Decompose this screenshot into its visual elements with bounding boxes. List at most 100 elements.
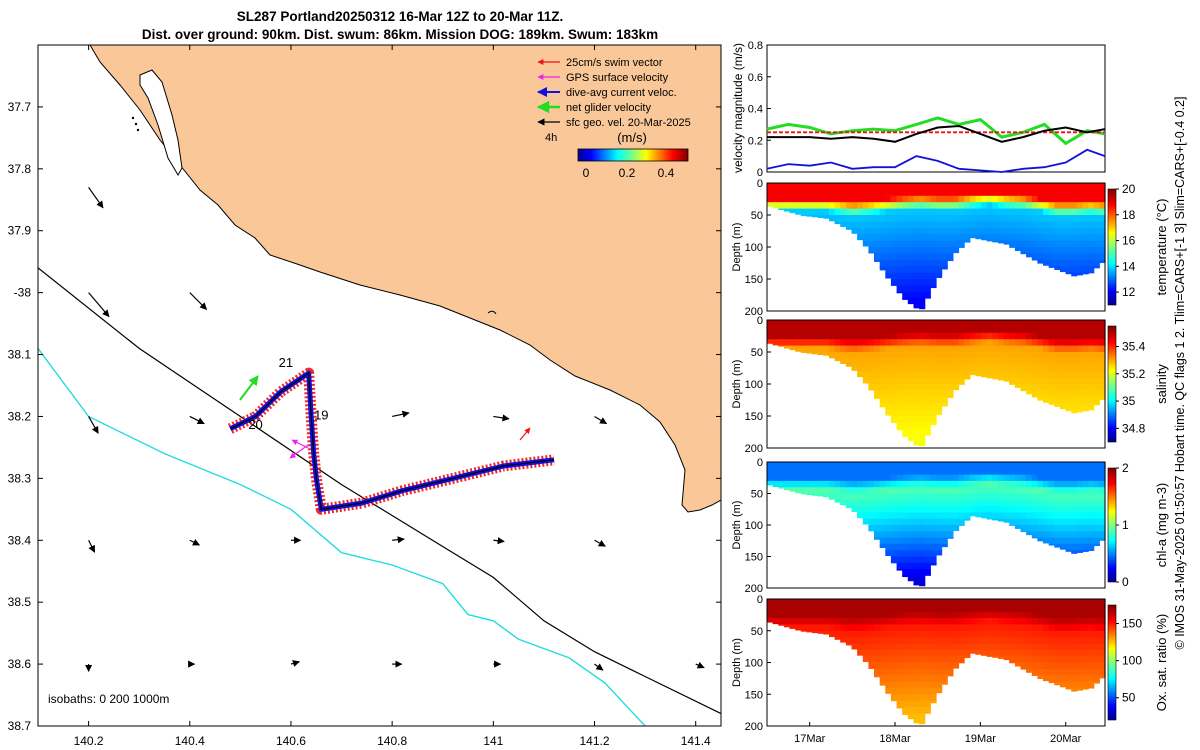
section-cell	[1003, 474, 1010, 482]
section-cell	[874, 512, 881, 520]
section-cell	[1076, 618, 1083, 625]
section-cell	[907, 713, 914, 720]
section-cell	[1043, 396, 1050, 403]
section-cell	[1099, 518, 1106, 526]
section-cell	[902, 624, 909, 632]
section-cell	[874, 247, 881, 254]
section-cell	[919, 396, 926, 404]
section-cell	[1088, 512, 1095, 520]
colorbar-tick-label: 34.8	[1122, 421, 1146, 435]
section-cell	[930, 208, 937, 216]
section-cell	[1043, 525, 1050, 532]
section-cell	[1065, 687, 1072, 690]
section-cell	[795, 599, 802, 606]
section-cell	[1054, 506, 1061, 513]
section-cell	[1031, 518, 1038, 526]
section-cell	[795, 474, 802, 482]
section-cell	[1048, 531, 1055, 539]
section-cell	[817, 630, 824, 634]
section-cell	[857, 352, 864, 359]
section-cell	[930, 506, 937, 513]
section-cell	[902, 512, 909, 520]
section-cell	[941, 649, 948, 657]
section-cell	[1088, 468, 1095, 476]
section-cell	[1054, 468, 1061, 476]
section-cell	[930, 253, 937, 261]
section-cell	[1065, 637, 1072, 645]
section-cell	[885, 253, 892, 261]
section-cell	[919, 435, 926, 443]
section-cell	[795, 468, 802, 476]
section-cell	[1059, 371, 1067, 379]
section-cell	[1048, 462, 1055, 469]
section-cell	[862, 377, 869, 384]
section-cell	[851, 221, 858, 229]
section-cell	[986, 649, 993, 657]
section-cell	[1088, 320, 1095, 327]
section-cell	[936, 234, 943, 242]
section-cell	[851, 202, 858, 210]
section-cell	[896, 291, 903, 294]
section-cell	[1026, 525, 1033, 532]
section-cell	[947, 358, 954, 366]
section-cell	[862, 499, 869, 507]
section-cell	[941, 474, 948, 482]
section-cell	[1071, 493, 1078, 501]
section-cell	[1020, 240, 1027, 248]
section-cell	[986, 611, 993, 619]
section-cell	[1031, 487, 1038, 495]
section-cell	[1093, 227, 1100, 235]
section-cell	[1043, 189, 1050, 197]
section-cell	[772, 326, 779, 334]
section-cell	[834, 189, 841, 197]
section-cell	[1076, 462, 1083, 469]
section-cell	[1009, 352, 1016, 359]
section-cell	[969, 630, 976, 638]
section-cell	[907, 189, 914, 197]
section-cell	[879, 512, 886, 520]
section-x-tick-label: 17Mar	[794, 733, 826, 745]
section-cell	[896, 512, 903, 520]
day-label: 20	[248, 417, 262, 432]
section-cell	[930, 377, 937, 385]
section-cell	[783, 624, 791, 628]
section-cell	[890, 339, 898, 347]
section-cell	[1048, 326, 1055, 334]
section-cell	[1059, 339, 1067, 347]
section-cell	[1037, 649, 1044, 657]
section-cell	[1026, 487, 1033, 495]
section-cell	[902, 403, 909, 411]
section-cell	[1031, 474, 1038, 482]
section-cell	[806, 624, 813, 632]
section-cell	[907, 694, 914, 702]
section-cell	[1099, 462, 1106, 469]
section-cell	[975, 339, 982, 347]
section-cell	[1043, 518, 1050, 526]
section-cell	[1088, 259, 1095, 267]
section-cell	[857, 202, 864, 210]
section-cell	[1059, 240, 1067, 248]
section-y-tick-label: 100	[745, 242, 763, 254]
section-cell	[1048, 681, 1055, 684]
section-cell	[986, 518, 993, 520]
section-cell	[907, 675, 914, 683]
section-cell	[879, 681, 886, 686]
section-cell	[975, 189, 982, 197]
section-cell	[840, 480, 847, 488]
section-cell	[981, 358, 988, 366]
section-cell	[1093, 681, 1100, 684]
section-cell	[1009, 649, 1016, 657]
section-cell	[992, 320, 999, 327]
section-cell	[772, 339, 779, 346]
section-cell	[767, 462, 774, 469]
section-cell	[902, 668, 909, 676]
section-cell	[919, 649, 926, 657]
section-cell	[1003, 377, 1010, 382]
section-cell	[981, 605, 988, 613]
section-cell	[1093, 630, 1100, 638]
section-cell	[1054, 493, 1061, 501]
section-cell	[902, 562, 909, 570]
section-cell	[924, 266, 931, 274]
section-cell	[1054, 189, 1061, 197]
map-y-tick-label: -38	[14, 286, 32, 300]
